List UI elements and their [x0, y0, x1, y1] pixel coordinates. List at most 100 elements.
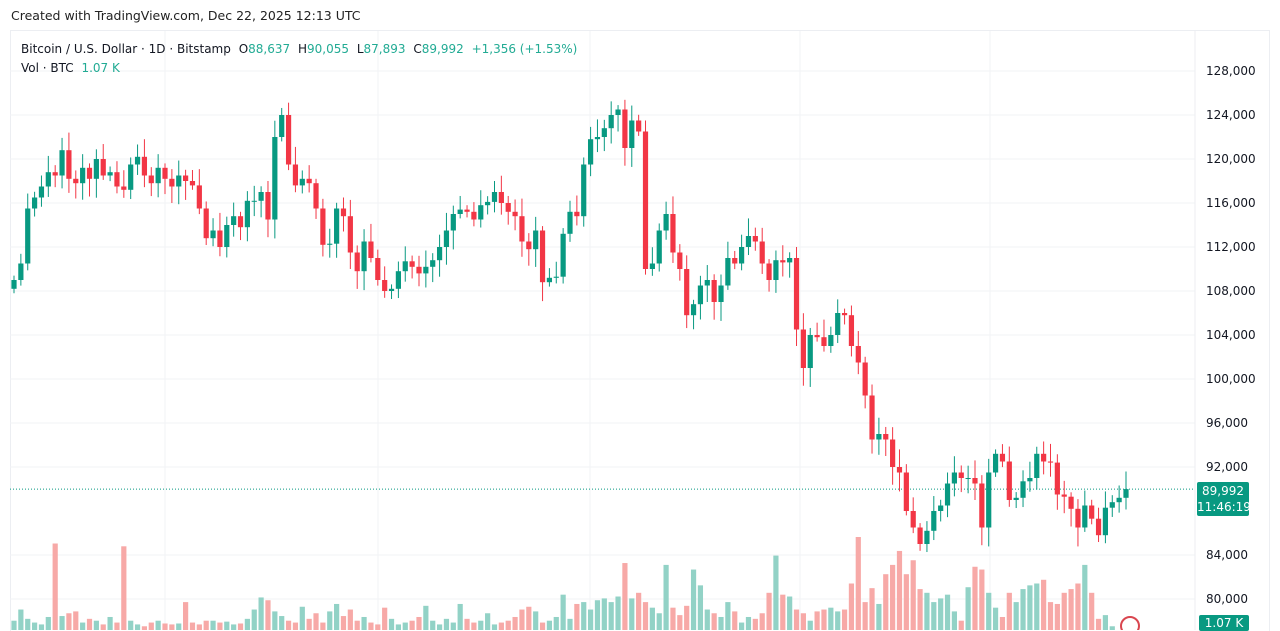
- candle-body: [464, 209, 470, 212]
- candle-body: [512, 211, 518, 217]
- volume-bar: [560, 594, 566, 630]
- volume-bar: [189, 622, 196, 630]
- candle-body: [457, 209, 463, 214]
- volume-bar: [155, 620, 161, 630]
- candle-body: [581, 164, 587, 217]
- candle-body: [519, 216, 525, 242]
- volume-bar: [128, 620, 134, 630]
- candle-body: [574, 211, 580, 217]
- volume-bar: [1041, 579, 1047, 630]
- volume-label[interactable]: Vol · BTC: [21, 61, 74, 75]
- volume-bar: [711, 613, 717, 630]
- candle-body: [862, 362, 868, 396]
- candle-body: [272, 137, 278, 220]
- candle-body: [299, 178, 305, 186]
- candle-body: [258, 192, 264, 201]
- candle-body: [134, 156, 141, 165]
- volume-bar: [11, 620, 17, 630]
- price-tick-label: 84,000: [1206, 548, 1248, 562]
- volume-bar: [958, 620, 964, 630]
- last-price: 89,992: [1202, 484, 1244, 498]
- volume-value: 1.07 K: [81, 61, 120, 75]
- volume-bar: [224, 621, 230, 630]
- volume-bar: [31, 622, 38, 630]
- chart-frame[interactable]: [10, 30, 1270, 631]
- candle-body: [1089, 505, 1095, 519]
- candle-body: [745, 236, 752, 247]
- candle-body: [224, 225, 230, 247]
- candle-body: [279, 115, 285, 137]
- volume-bar: [395, 624, 401, 630]
- volume-bar: [539, 622, 546, 630]
- candle-body: [1034, 453, 1040, 478]
- candle-body: [306, 178, 312, 184]
- candle-body: [684, 269, 690, 316]
- volume-bar: [1102, 615, 1109, 630]
- price-tick-label: 108,000: [1206, 284, 1256, 298]
- candle-body: [128, 164, 134, 190]
- candle-body: [560, 233, 566, 277]
- ohlc-row: Bitcoin / U.S. Dollar · 1D · Bitstamp O8…: [21, 40, 581, 59]
- volume-bar: [334, 603, 340, 630]
- candle-body: [1095, 518, 1102, 536]
- volume-bar: [1047, 602, 1054, 630]
- open-value: 88,637: [248, 42, 291, 56]
- candle-body: [237, 216, 244, 228]
- candle-body: [848, 315, 855, 346]
- volume-bar: [203, 620, 209, 630]
- candle-body: [979, 483, 985, 528]
- volume-bar: [313, 613, 319, 630]
- volume-bar: [1034, 583, 1040, 630]
- volume-bar: [862, 602, 868, 630]
- candle-body: [883, 434, 889, 440]
- candle-body: [1027, 478, 1033, 482]
- candle-body: [739, 247, 745, 264]
- volume-bar: [759, 613, 765, 630]
- volume-bar: [388, 618, 395, 630]
- volume-bar: [162, 623, 168, 630]
- volume-bar: [986, 592, 992, 630]
- volume-bar: [739, 622, 745, 630]
- candle-body: [107, 172, 113, 176]
- volume-bar: [1054, 603, 1060, 630]
- symbol-title[interactable]: Bitcoin / U.S. Dollar · 1D · Bitstamp: [21, 42, 231, 56]
- volume-bar: [114, 622, 120, 630]
- candle-body: [52, 172, 58, 176]
- candle-body: [876, 434, 882, 440]
- volume-bar: [1109, 626, 1115, 630]
- candle-body: [31, 197, 38, 209]
- candle-body: [505, 203, 511, 212]
- bar-countdown: 11:46:19: [1197, 500, 1251, 514]
- volume-bar: [436, 624, 443, 630]
- volume-bar: [553, 616, 559, 630]
- candle-body: [567, 211, 573, 234]
- volume-bar: [903, 574, 909, 630]
- volume-bar: [972, 566, 978, 630]
- price-tick-label: 92,000: [1206, 460, 1248, 474]
- candle-body: [217, 230, 223, 247]
- candle-body: [210, 230, 216, 239]
- candle-body: [155, 167, 161, 184]
- volume-bar: [890, 564, 896, 630]
- volume-bar: [18, 609, 24, 630]
- price-tick-label: 100,000: [1206, 372, 1256, 386]
- candle-body: [663, 214, 669, 231]
- volume-bar: [1089, 592, 1095, 630]
- volume-bar: [361, 616, 367, 630]
- volume-bar: [587, 609, 594, 630]
- volume-bar: [814, 611, 820, 630]
- volume-bar: [416, 616, 422, 630]
- candle-body: [869, 395, 875, 440]
- volume-bar: [965, 587, 971, 630]
- volume-bar: [498, 622, 504, 630]
- volume-bar: [615, 596, 621, 630]
- candle-body: [320, 208, 326, 245]
- price-tick-label: 112,000: [1206, 240, 1256, 254]
- volume-bar: [375, 624, 381, 630]
- candle-body: [855, 346, 861, 363]
- volume-bar: [745, 616, 752, 630]
- candle-body: [231, 216, 237, 225]
- candle-body: [203, 208, 209, 239]
- volume-bar: [512, 616, 518, 630]
